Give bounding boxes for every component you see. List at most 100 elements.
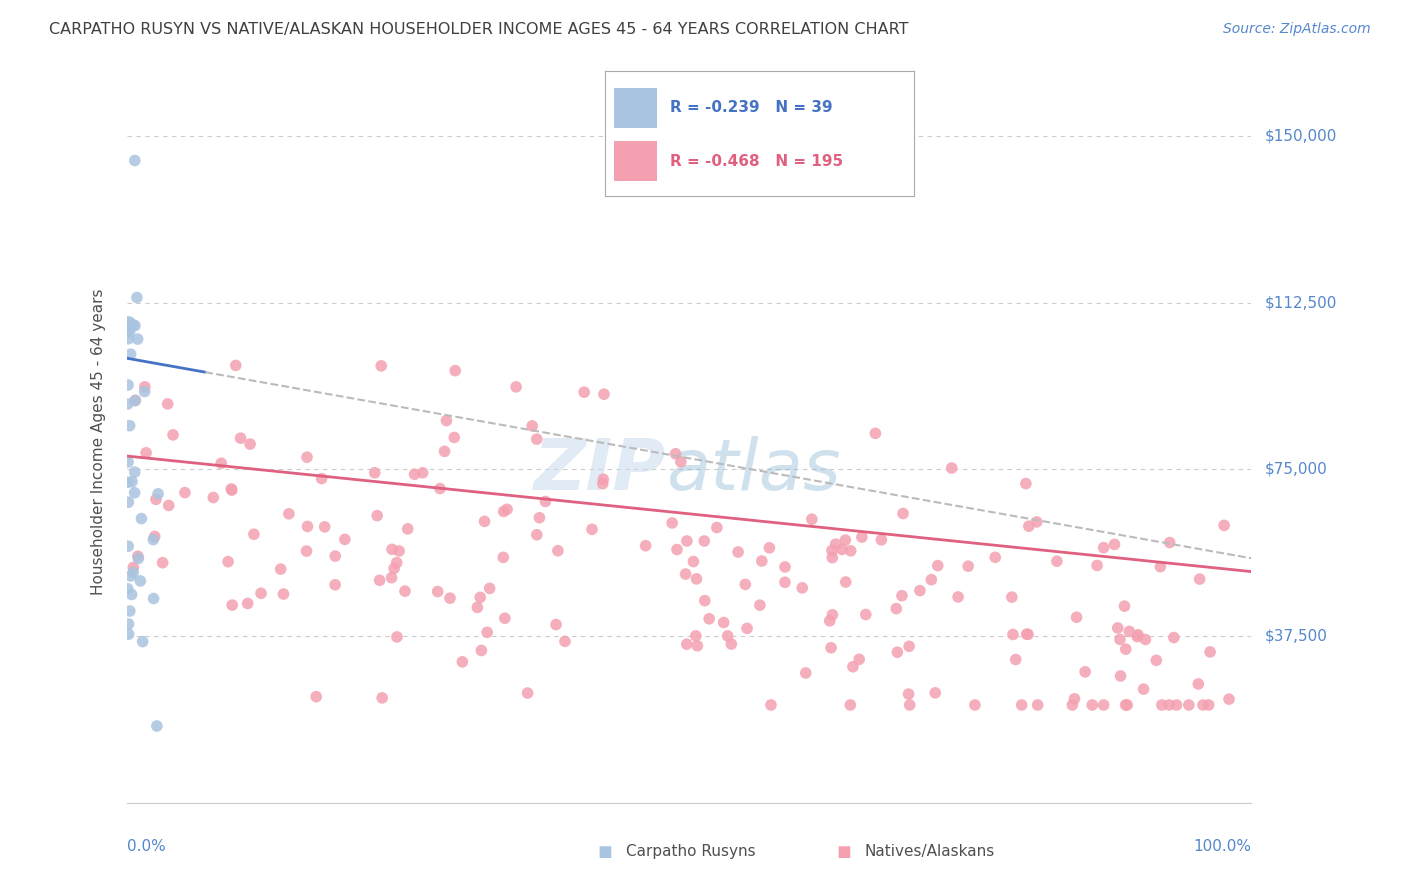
Text: Source: ZipAtlas.com: Source: ZipAtlas.com — [1223, 22, 1371, 37]
Point — [897, 687, 920, 701]
Text: 0.0%: 0.0% — [127, 838, 166, 854]
Point — [219, 482, 242, 496]
Point — [117, 315, 139, 329]
Point — [229, 431, 252, 445]
Point — [370, 359, 392, 373]
Point — [839, 698, 862, 712]
Point — [544, 617, 567, 632]
Point — [124, 153, 146, 168]
Point — [1015, 627, 1038, 641]
Text: R = -0.468   N = 195: R = -0.468 N = 195 — [669, 153, 842, 169]
Point — [1118, 624, 1140, 639]
Point — [924, 686, 946, 700]
Point — [295, 450, 318, 465]
Point — [834, 574, 856, 589]
Point — [884, 601, 907, 615]
Point — [217, 555, 239, 569]
Point — [800, 512, 823, 526]
Point — [592, 472, 614, 486]
Point — [734, 577, 756, 591]
Point — [143, 529, 166, 543]
Point — [121, 587, 143, 601]
Text: atlas: atlas — [666, 436, 841, 505]
Point — [713, 615, 735, 630]
Point — [118, 627, 141, 641]
Point — [1157, 698, 1180, 712]
Point — [818, 614, 841, 628]
Point — [124, 318, 146, 333]
Point — [529, 510, 551, 524]
Text: Natives/Alaskans: Natives/Alaskans — [865, 845, 995, 859]
Point — [382, 561, 405, 575]
Point — [572, 385, 595, 400]
Point — [127, 549, 149, 564]
Point — [1107, 621, 1129, 635]
Point — [794, 665, 817, 680]
Point — [381, 542, 404, 557]
Point — [581, 522, 603, 536]
Point — [735, 621, 758, 635]
Point — [821, 550, 844, 565]
Point — [142, 533, 165, 547]
Point — [323, 549, 346, 563]
Point — [675, 637, 697, 651]
Point — [117, 475, 139, 490]
Point — [1026, 698, 1049, 712]
Point — [124, 465, 146, 479]
Point — [1218, 692, 1240, 706]
Point — [851, 530, 873, 544]
Point — [157, 499, 180, 513]
Point — [534, 494, 557, 508]
Point — [920, 573, 942, 587]
Point — [727, 545, 749, 559]
Text: $150,000: $150,000 — [1265, 128, 1337, 144]
Point — [118, 315, 141, 329]
Text: $37,500: $37,500 — [1265, 629, 1329, 643]
Point — [156, 397, 179, 411]
Point — [202, 491, 225, 505]
Point — [886, 645, 908, 659]
Point — [984, 550, 1007, 565]
Point — [592, 476, 614, 491]
Point — [478, 582, 501, 596]
Point — [946, 590, 969, 604]
Text: Carpatho Rusyns: Carpatho Rusyns — [626, 845, 755, 859]
Point — [593, 387, 616, 401]
Point — [1192, 698, 1215, 712]
Point — [1126, 628, 1149, 642]
Point — [295, 544, 318, 558]
Point — [323, 578, 346, 592]
Text: CARPATHO RUSYN VS NATIVE/ALASKAN HOUSEHOLDER INCOME AGES 45 - 64 YEARS CORRELATI: CARPATHO RUSYN VS NATIVE/ALASKAN HOUSEHO… — [49, 22, 908, 37]
Point — [1025, 515, 1047, 529]
Point — [834, 533, 856, 547]
Point — [125, 291, 148, 305]
Point — [890, 589, 912, 603]
Point — [773, 575, 796, 590]
Point — [898, 698, 921, 712]
Point — [426, 584, 449, 599]
Point — [1062, 698, 1084, 712]
Point — [870, 533, 893, 547]
Point — [433, 444, 456, 458]
Point — [381, 571, 404, 585]
Point — [273, 587, 295, 601]
Point — [1188, 572, 1211, 586]
Point — [706, 520, 728, 534]
Point — [117, 397, 139, 411]
Point — [174, 485, 197, 500]
Point — [1198, 698, 1220, 712]
Point — [134, 384, 156, 399]
Point — [117, 455, 139, 469]
Point — [439, 591, 461, 606]
Point — [941, 461, 963, 475]
Point — [1115, 698, 1137, 712]
Point — [1085, 558, 1108, 573]
Point — [388, 544, 411, 558]
Point — [1178, 698, 1201, 712]
Point — [127, 332, 149, 346]
Point — [1015, 476, 1038, 491]
Point — [117, 617, 139, 632]
Point — [118, 418, 141, 433]
Point — [117, 320, 139, 334]
Point — [333, 533, 356, 547]
